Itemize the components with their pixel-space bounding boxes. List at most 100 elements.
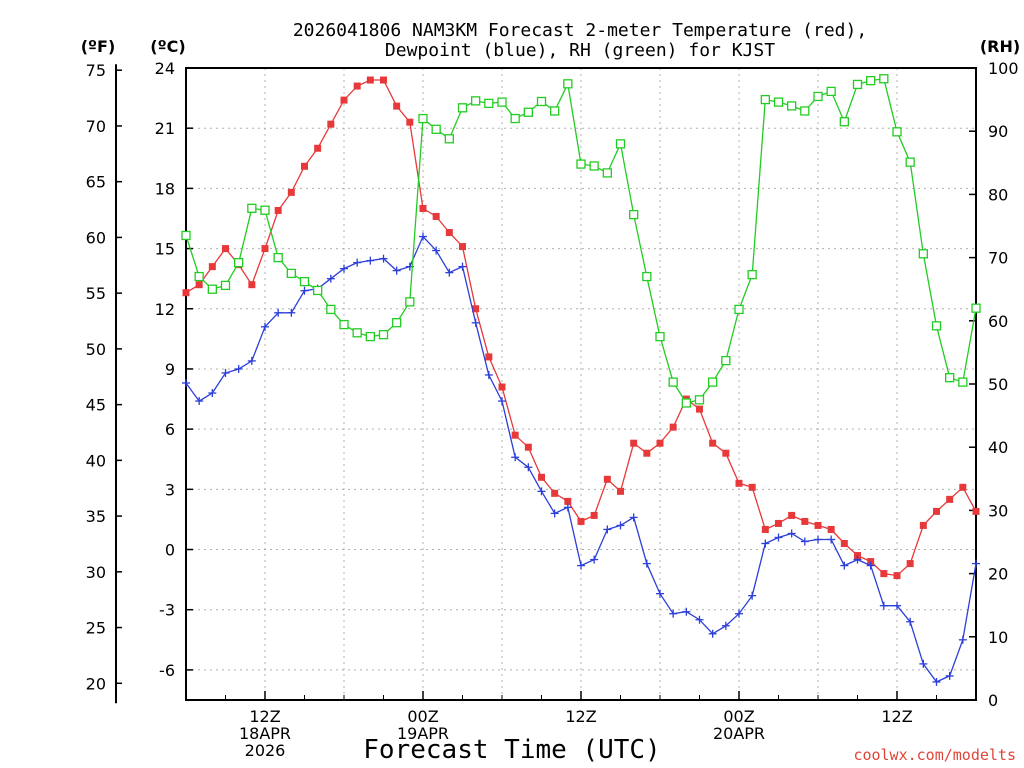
temperature-point: [893, 572, 901, 580]
rh-point: [629, 209, 639, 220]
dewpoint-point: [721, 621, 730, 630]
temperature-point: [788, 511, 796, 519]
dewpoint-point: [471, 318, 480, 327]
rh-point: [602, 168, 612, 178]
temperature-point: [603, 475, 611, 483]
temperature-point: [393, 102, 401, 110]
rh-tick-label: 10: [988, 628, 1008, 647]
temperature-point: [551, 489, 559, 497]
rh-point: [918, 249, 928, 259]
temperature-point: [472, 305, 480, 313]
rh-point: [668, 377, 678, 387]
temperature-point: [959, 483, 967, 491]
f-tick-label: 65: [86, 173, 106, 192]
f-tick-label: 70: [86, 117, 106, 136]
temperature-point: [340, 96, 348, 104]
rh-point: [484, 98, 494, 109]
rh-point: [313, 285, 323, 296]
rh-point: [681, 398, 691, 408]
dewpoint-point: [498, 397, 506, 406]
temperature-point: [366, 76, 374, 84]
temperature-point: [380, 76, 387, 84]
rh-point: [471, 96, 481, 106]
dewpoint-point: [366, 256, 375, 265]
f-tick-label: 20: [86, 674, 106, 693]
dewpoint-point: [195, 397, 204, 406]
rh-point: [418, 113, 428, 124]
f-tick-label: 40: [86, 451, 106, 470]
rh-unit-label: (RH): [980, 37, 1020, 56]
rh-point: [773, 97, 784, 107]
rh-tick-label: 50: [988, 375, 1008, 394]
rh-point: [247, 203, 257, 213]
dewpoint-point: [919, 659, 928, 668]
temperature-point: [814, 521, 822, 529]
x-tick-label: 2026: [245, 741, 286, 760]
dewpoint-point: [735, 609, 743, 618]
temperature-point: [485, 353, 493, 361]
dewpoint-point: [616, 521, 625, 530]
dewpoint-point: [642, 559, 651, 568]
dewpoint-point: [392, 266, 401, 275]
dewpoint-point: [208, 389, 217, 398]
dewpoint-point: [853, 555, 862, 564]
x-tick-label: 12Z: [249, 707, 280, 726]
dewpoint-point: [906, 617, 915, 626]
temperature-point: [419, 204, 427, 212]
temperature-point: [261, 245, 269, 253]
dewpoint-point: [287, 308, 296, 317]
rh-point: [971, 303, 981, 313]
rh-point: [931, 321, 942, 331]
rh-point: [734, 304, 744, 315]
rh-point: [273, 252, 283, 263]
temperature-point: [208, 263, 216, 271]
dewpoint-point: [537, 487, 546, 496]
temperature-point: [248, 281, 256, 289]
temperature-point: [445, 229, 453, 237]
rh-point: [708, 377, 718, 387]
c-tick-label: 12: [155, 300, 175, 319]
rh-point: [431, 124, 441, 134]
dewpoint-point: [893, 601, 901, 610]
dewpoint-point: [247, 356, 256, 365]
c-tick-label: 15: [155, 240, 175, 259]
temperature-point: [906, 560, 914, 568]
rh-point: [839, 117, 849, 127]
rh-point: [958, 377, 968, 387]
temperature-point: [590, 511, 598, 519]
rh-point: [207, 284, 217, 294]
rh-point: [563, 79, 573, 89]
rh-point: [378, 330, 389, 340]
temperature-point: [656, 439, 664, 447]
rh-point: [326, 304, 336, 315]
credit-text: coolwx.com/modelts: [853, 746, 1016, 764]
rh-tick-label: 40: [988, 438, 1008, 457]
dewpoint-point: [629, 513, 638, 522]
rh-point: [299, 276, 310, 287]
dewpoint-point: [300, 286, 309, 295]
dewpoint-point: [603, 525, 612, 534]
dewpoint-point: [353, 258, 362, 267]
temperature-point: [972, 507, 980, 515]
rh-point: [194, 271, 204, 282]
rh-tick-label: 20: [988, 565, 1008, 584]
dewpoint-point: [550, 509, 559, 518]
dewpoint-point: [800, 537, 809, 546]
rh-point: [510, 113, 520, 124]
temperature-point: [274, 206, 282, 214]
rh-point: [694, 395, 705, 405]
temperature-point: [630, 439, 638, 447]
rh-point: [655, 331, 665, 342]
temperature-point: [327, 120, 335, 128]
f-tick-label: 45: [86, 396, 106, 415]
temperature-point: [353, 82, 361, 90]
rh-point: [234, 258, 244, 268]
celsius-axis: 24 21 18 15 12 9 6 3 0 -3 -6: [155, 59, 193, 680]
dewpoint-point: [774, 533, 783, 542]
c-tick-label: 6: [165, 420, 175, 439]
temperature-point: [735, 479, 743, 487]
temperature-point: [182, 289, 190, 297]
rh-tick-label: 70: [988, 249, 1008, 268]
f-tick-label: 60: [86, 228, 106, 247]
temperature-point: [919, 521, 927, 529]
